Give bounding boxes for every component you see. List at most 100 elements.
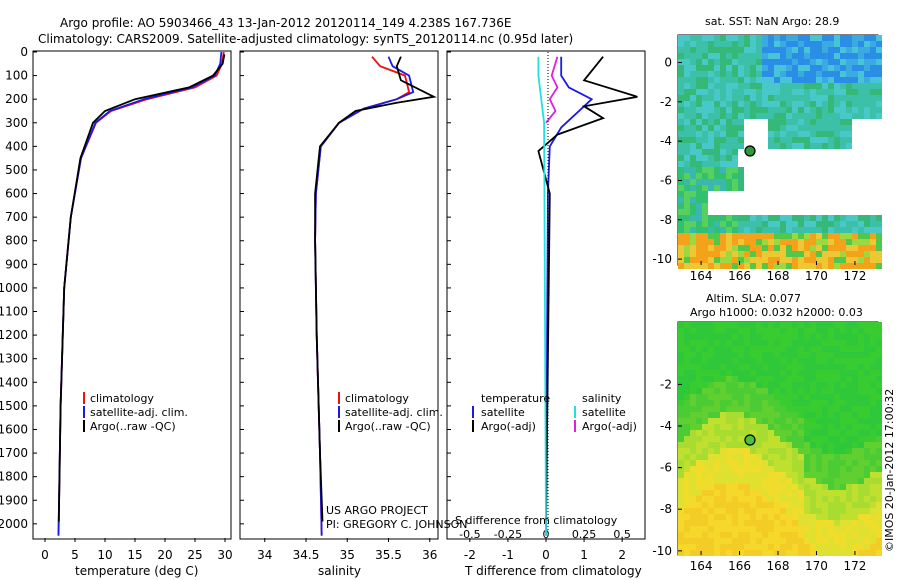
- sst-cell: [738, 95, 744, 101]
- sla-cell: [780, 466, 786, 472]
- sla-cell: [756, 430, 762, 436]
- sla-cell: [858, 460, 864, 466]
- sst-cell: [744, 209, 750, 215]
- sla-cell: [864, 400, 870, 406]
- sst-cell: [822, 89, 828, 95]
- sst-cell: [678, 227, 684, 233]
- sla-cell: [816, 526, 822, 532]
- sla-cell: [702, 508, 708, 514]
- sst-cell: [774, 125, 780, 131]
- sla-cell: [798, 346, 804, 352]
- sla-cell: [822, 412, 828, 418]
- sla-cell: [756, 328, 762, 334]
- sst-cell: [756, 185, 762, 191]
- sla-cell: [714, 526, 720, 532]
- sla-cell: [720, 358, 726, 364]
- sst-cell: [732, 233, 738, 239]
- sst-cell: [870, 209, 876, 215]
- sla-cell: [726, 520, 732, 526]
- sla-cell: [876, 370, 882, 376]
- sla-cell: [786, 508, 792, 514]
- sst-cell: [846, 173, 852, 179]
- sla-cell: [846, 436, 852, 442]
- sla-cell: [726, 322, 732, 328]
- sla-cell: [864, 502, 870, 508]
- x-tick-label: 35.5: [375, 548, 402, 562]
- sst-cell: [858, 149, 864, 155]
- sla-cell: [696, 400, 702, 406]
- sst-cell: [846, 257, 852, 263]
- sst-cell: [720, 149, 726, 155]
- sst-cell: [822, 245, 828, 251]
- sst-cell: [744, 131, 750, 137]
- sst-cell: [726, 107, 732, 113]
- sst-cell: [762, 251, 768, 257]
- sla-cell: [864, 352, 870, 358]
- sla-cell: [786, 334, 792, 340]
- sla-cell: [816, 484, 822, 490]
- sla-cell: [804, 550, 810, 556]
- sst-cell: [846, 245, 852, 251]
- sst-cell: [804, 119, 810, 125]
- sst-cell: [696, 203, 702, 209]
- sla-cell: [726, 478, 732, 484]
- sla-cell: [684, 394, 690, 400]
- sla-cell: [690, 532, 696, 538]
- depth-tick-label: 1800: [0, 470, 28, 484]
- sst-cell: [846, 71, 852, 77]
- sla-cell: [828, 394, 834, 400]
- sst-cell: [714, 221, 720, 227]
- sla-cell: [750, 502, 756, 508]
- sst-cell: [786, 155, 792, 161]
- sla-cell: [708, 550, 714, 556]
- sla-cell: [786, 370, 792, 376]
- sst-cell: [846, 35, 852, 41]
- depth-tick-label: 2000: [0, 517, 28, 531]
- sla-cell: [840, 424, 846, 430]
- sst-cell: [702, 191, 708, 197]
- sla-cell: [876, 334, 882, 340]
- sla-cell: [762, 448, 768, 454]
- sla-cell: [810, 346, 816, 352]
- sla-cell: [678, 550, 684, 556]
- sla-cell: [726, 442, 732, 448]
- sst-cell: [714, 131, 720, 137]
- sla-cell: [738, 436, 744, 442]
- legend-temp-argo: Argo(-adj): [481, 420, 536, 433]
- sst-cell: [858, 209, 864, 215]
- sla-cell: [810, 544, 816, 550]
- sla-cell: [816, 478, 822, 484]
- sla-cell: [756, 322, 762, 328]
- sst-cell: [792, 149, 798, 155]
- sst-cell: [744, 71, 750, 77]
- sst-cell: [720, 35, 726, 41]
- sst-cell: [780, 245, 786, 251]
- sla-cell: [840, 478, 846, 484]
- sst-cell: [750, 209, 756, 215]
- sla-cell: [702, 394, 708, 400]
- sst-cell: [738, 191, 744, 197]
- sst-cell: [696, 239, 702, 245]
- sla-cell: [786, 520, 792, 526]
- sst-cell: [798, 125, 804, 131]
- sla-cell: [744, 484, 750, 490]
- sst-cell: [678, 65, 684, 71]
- sst-cell: [690, 161, 696, 167]
- sst-cell: [696, 257, 702, 263]
- sla-cell: [792, 550, 798, 556]
- sla-cell: [840, 502, 846, 508]
- sst-cell: [678, 95, 684, 101]
- sst-cell: [684, 179, 690, 185]
- sst-cell: [852, 83, 858, 89]
- sla-cell: [726, 538, 732, 544]
- sla-cell: [750, 424, 756, 430]
- sla-cell: [774, 436, 780, 442]
- sst-cell: [870, 215, 876, 221]
- sla-cell: [864, 328, 870, 334]
- sla-cell: [738, 346, 744, 352]
- sst-cell: [774, 119, 780, 125]
- sst-cell: [738, 35, 744, 41]
- sla-cell: [852, 484, 858, 490]
- sla-cell: [762, 346, 768, 352]
- sst-cell: [756, 167, 762, 173]
